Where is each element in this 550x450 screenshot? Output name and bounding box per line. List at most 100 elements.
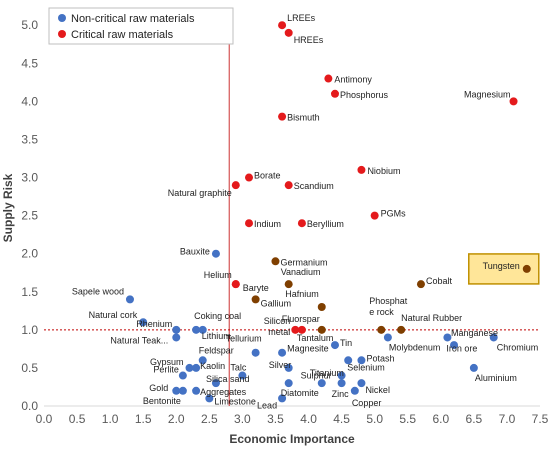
y-tick-label: 0.0: [21, 399, 38, 413]
label-lithium: Lithium: [202, 331, 231, 341]
point-lithium: [198, 325, 207, 334]
label-potash: Potash: [366, 353, 394, 363]
label-beryllium: Beryllium: [307, 219, 344, 229]
label-hrees: HREEs: [294, 35, 324, 45]
label-silica-sand: Silica sand: [206, 374, 250, 384]
label-tin: Tin: [340, 338, 352, 348]
legend-entry: Non-critical raw materials: [71, 13, 195, 25]
label-pgms: PGMs: [381, 209, 407, 219]
point-limestone: [205, 394, 214, 403]
legend-marker: [58, 30, 66, 38]
y-tick-label: 5.0: [21, 18, 38, 32]
point-feldspar: [198, 356, 207, 365]
label-aggregates: Aggregates: [200, 387, 247, 397]
point-indium: [245, 219, 254, 228]
point-germanium: [271, 257, 280, 266]
point-selenium: [344, 356, 353, 365]
data-points: [125, 21, 540, 403]
point-tin: [330, 341, 339, 350]
label-feldspar: Feldspar: [199, 345, 234, 355]
label-magnesite: Magnesite: [287, 344, 329, 354]
point-aluminium: [469, 363, 478, 372]
x-tick-label: 5.5: [399, 412, 416, 426]
label-cobalt: Cobalt: [426, 276, 453, 286]
point-coking-coal: [192, 325, 201, 334]
label-titanium: Titanium: [310, 368, 344, 378]
label-tungsten: Tungsten: [483, 261, 520, 271]
point-gold: [172, 386, 181, 395]
point-manganese: [450, 341, 459, 350]
y-tick-label: 1.5: [21, 285, 38, 299]
x-tick-label: 0.5: [69, 412, 86, 426]
x-tick-label: 7.0: [499, 412, 516, 426]
label-bismuth: Bismuth: [287, 113, 320, 123]
point-gallium: [251, 295, 260, 304]
label-kaolin: Kaolin: [200, 361, 225, 371]
point-natural-graphite: [231, 181, 240, 190]
x-tick-label: 4.5: [333, 412, 350, 426]
point-bentonite: [178, 386, 187, 395]
label-natural-rubber: Natural Rubber: [401, 313, 462, 323]
x-tick-label: 6.0: [432, 412, 449, 426]
legend-marker: [58, 14, 66, 22]
label-perlite: Perlite: [153, 365, 179, 375]
x-axis-title: Economic Importance: [229, 432, 355, 446]
point-tantalum: [297, 325, 306, 334]
axes: 0.0 0.5 1.0 1.5 2.0 2.5 3.0 3.5 4.0 4.5 5.0 5.5 6.0 6…: [21, 18, 548, 426]
label-natural-cork: Natural cork: [89, 310, 138, 320]
label-silver: Silver: [269, 360, 292, 370]
label-hafnium: Hafnium: [285, 289, 319, 299]
point-silicon-metal: [291, 325, 300, 334]
label-germanium: Germanium: [280, 257, 327, 267]
label-baryte: Baryte: [243, 283, 269, 293]
point-magnesium: [509, 97, 518, 106]
point-fluorspar: [317, 325, 326, 334]
label-sulphur: Sulphur: [301, 371, 332, 381]
label-lrees: LREEs: [287, 13, 316, 23]
label-fluorspar: Fluorspar: [282, 314, 320, 324]
y-tick-label: 2.0: [21, 247, 38, 261]
legend-entry: Critical raw materials: [71, 29, 174, 41]
point-scandium: [284, 181, 293, 190]
label-phosphate-rock: Phosphat e rock: [369, 296, 408, 317]
point-gypsum: [185, 363, 194, 372]
point-copper: [350, 386, 359, 395]
point-lrees: [278, 21, 287, 30]
label-vanadium: Vanadium: [281, 267, 321, 277]
label-indium: Indium: [254, 219, 281, 229]
label-gallium: Gallium: [261, 298, 292, 308]
x-tick-label: 2.5: [201, 412, 218, 426]
y-tick-label: 2.5: [21, 209, 38, 223]
point-natural-cork: [139, 318, 148, 327]
y-tick-label: 4.0: [21, 94, 38, 108]
label-zinc: Zinc: [332, 389, 350, 399]
label-talc: Talc: [230, 363, 247, 373]
label-tellurium: Tellurium: [226, 334, 262, 344]
x-tick-label: 3.0: [234, 412, 251, 426]
point-talc: [238, 371, 247, 380]
point-aggregates: [192, 386, 201, 395]
point-vanadium: [284, 280, 293, 289]
legend-box: [48, 7, 234, 45]
point-antimony: [324, 74, 333, 83]
point-silver: [284, 363, 293, 372]
point-lead: [278, 394, 287, 403]
label-lead: Lead: [257, 400, 277, 410]
label-niobium: Niobium: [367, 166, 400, 176]
label-magnesium: Magnesium: [464, 89, 511, 99]
point-borate: [245, 173, 254, 182]
point-sapele-wood: [125, 295, 134, 304]
x-tick-label: 1.0: [102, 412, 119, 426]
label-silicon-metal: Silicon metal: [264, 316, 291, 337]
y-tick-label: 0.5: [21, 361, 38, 375]
label-molybdenum: Molybdenum: [389, 342, 441, 352]
point-diatomite: [284, 379, 293, 388]
label-phosphorus: Phosphorus: [340, 90, 389, 100]
point-bismuth: [278, 112, 287, 121]
point-pgms: [370, 211, 379, 220]
label-diatomite: Diatomite: [281, 388, 319, 398]
label-rhenium: Rhenium: [136, 319, 172, 329]
label-limestone: Limestone: [214, 396, 256, 406]
point-nickel: [357, 379, 366, 388]
